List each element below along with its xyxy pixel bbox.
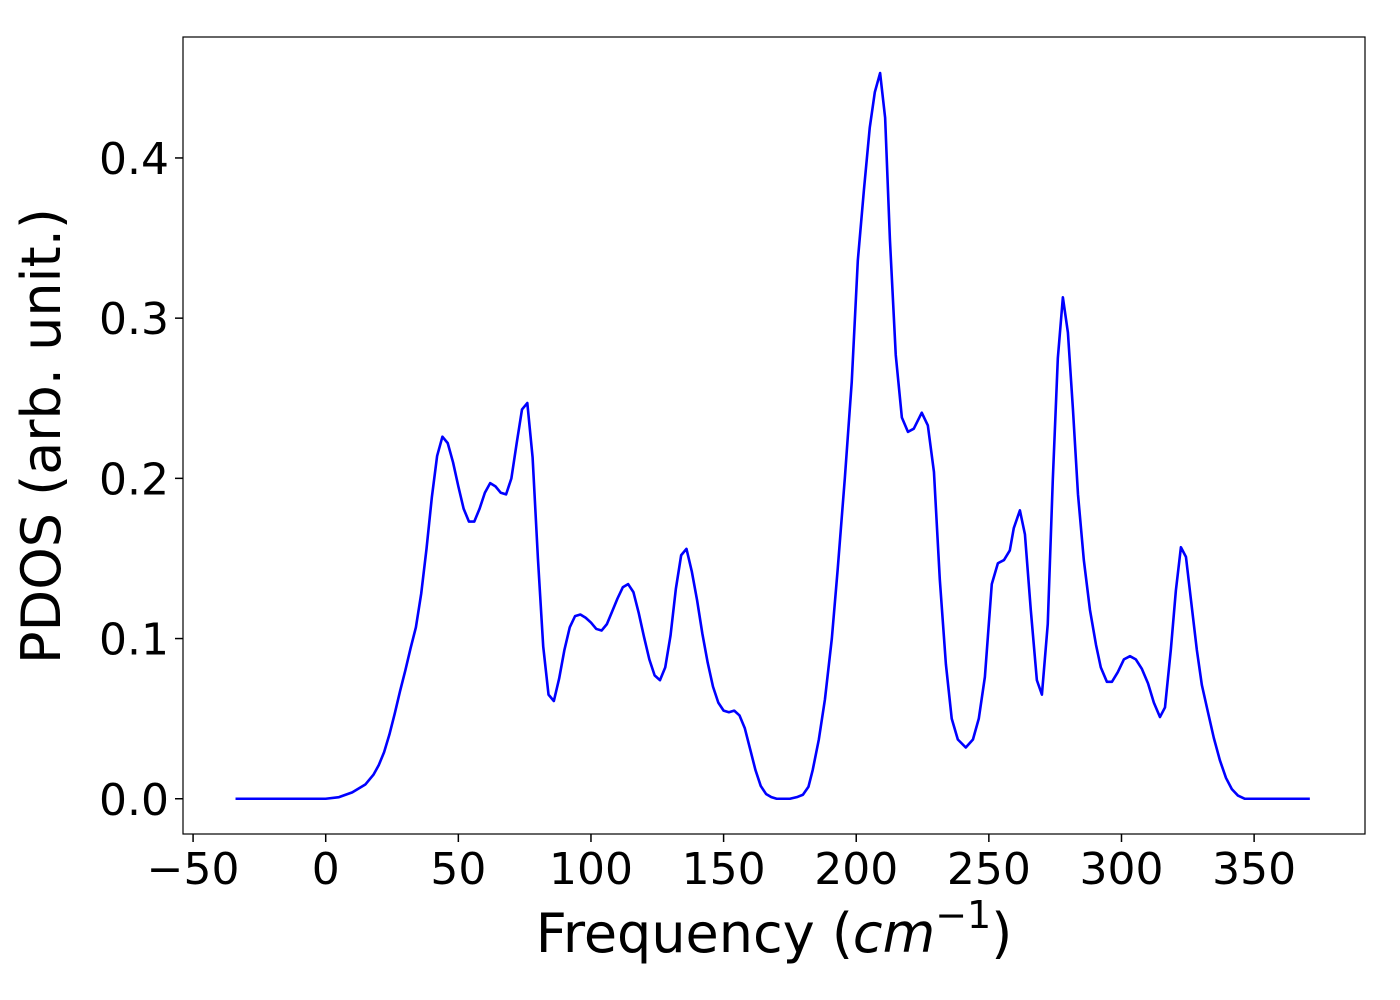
x-tick-label: 350: [1212, 844, 1296, 895]
x-tick-label: 250: [947, 844, 1031, 895]
y-tick-label: 0.2: [99, 454, 169, 505]
x-axis-label-text: ): [991, 902, 1012, 965]
x-axis-label-text: Frequency (: [536, 902, 853, 965]
y-tick-label: 0.3: [99, 294, 169, 345]
x-tick-label: 50: [430, 844, 486, 895]
y-tick-label: 0.0: [99, 775, 169, 826]
x-tick-label: 150: [682, 844, 766, 895]
y-tick-label: 0.1: [99, 615, 169, 666]
y-axis-label: PDOS (arb. unit.): [10, 208, 73, 664]
plot-frame: [182, 36, 1366, 835]
x-axis-label-sup: −1: [935, 893, 991, 937]
x-tick-label: −50: [147, 844, 240, 895]
x-axis-label: Frequency (cm−1): [536, 893, 1013, 965]
x-axis-label-math: cm: [853, 902, 935, 965]
x-tick-label: 0: [312, 844, 340, 895]
x-tick-label: 100: [549, 844, 633, 895]
y-tick-label: 0.4: [99, 134, 169, 185]
x-tick-label: 200: [814, 844, 898, 895]
x-tick-label: 300: [1079, 844, 1163, 895]
data-line: [235, 71, 1310, 801]
